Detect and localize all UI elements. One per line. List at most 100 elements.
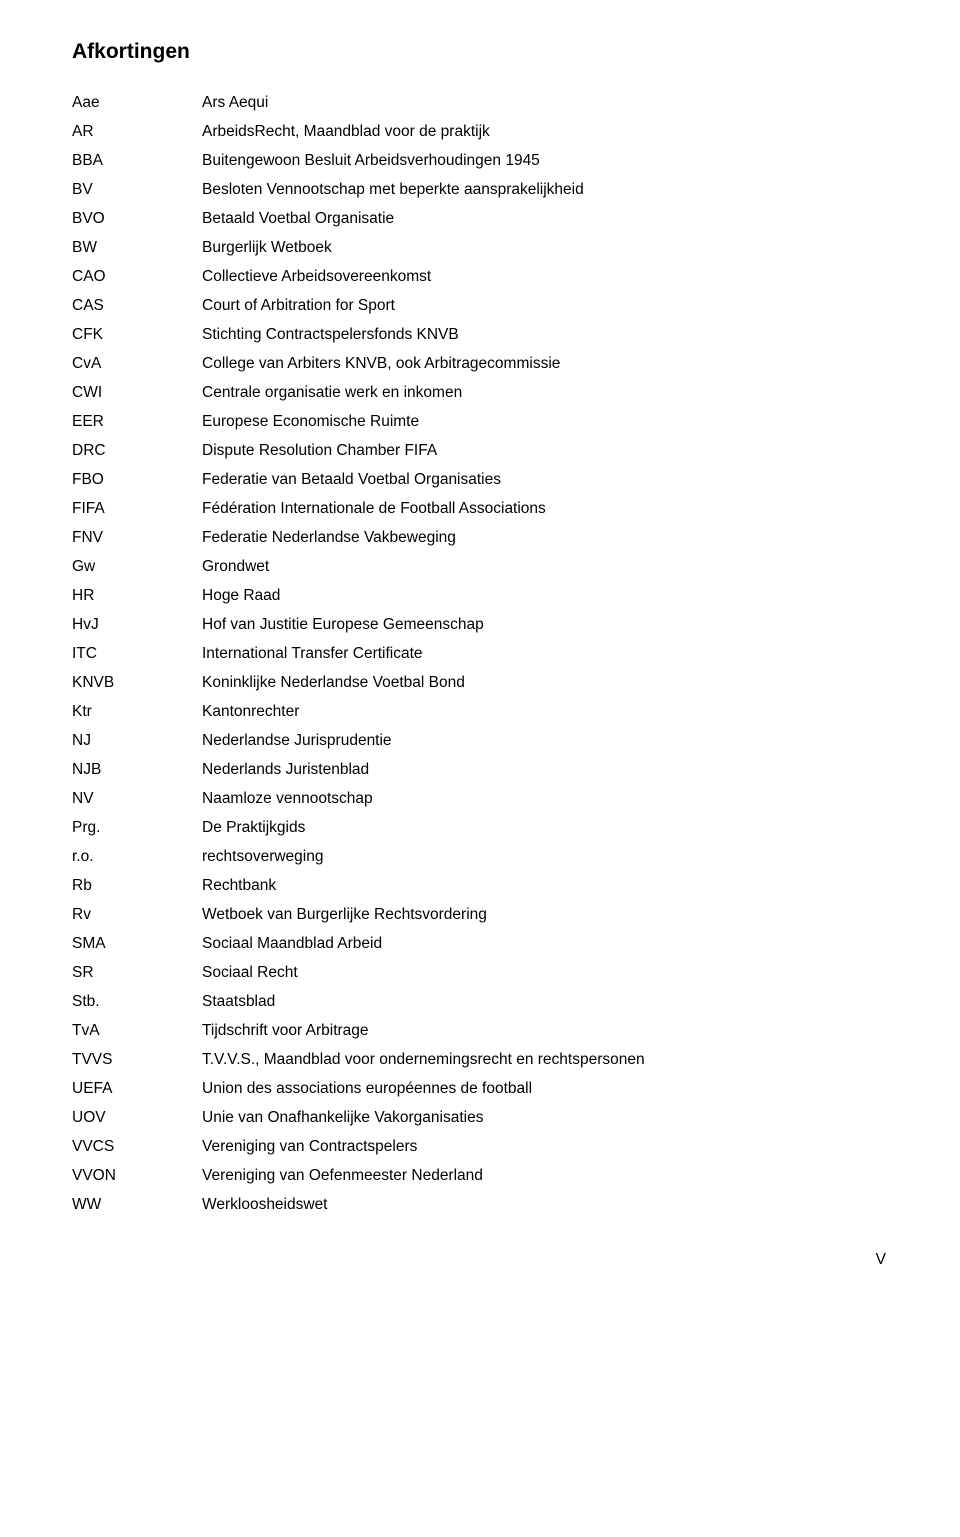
abbreviation: UEFA [72, 1074, 202, 1103]
table-row: AaeArs Aequi [72, 88, 888, 117]
abbreviation: r.o. [72, 842, 202, 871]
definition: Buitengewoon Besluit Arbeidsverhoudingen… [202, 146, 888, 175]
abbreviation: HvJ [72, 610, 202, 639]
definition: Vereniging van Contractspelers [202, 1132, 888, 1161]
abbreviation: CAS [72, 291, 202, 320]
table-row: Prg.De Praktijkgids [72, 813, 888, 842]
definition: Burgerlijk Wetboek [202, 233, 888, 262]
abbreviation: CvA [72, 349, 202, 378]
abbreviation: ITC [72, 639, 202, 668]
definition: rechtsoverweging [202, 842, 888, 871]
table-row: NJNederlandse Jurisprudentie [72, 726, 888, 755]
abbreviations-table: AaeArs AequiARArbeidsRecht, Maandblad vo… [72, 88, 888, 1219]
table-row: NJBNederlands Juristenblad [72, 755, 888, 784]
table-row: BVOBetaald Voetbal Organisatie [72, 204, 888, 233]
abbreviation: NV [72, 784, 202, 813]
table-row: r.o.rechtsoverweging [72, 842, 888, 871]
definition: Nederlands Juristenblad [202, 755, 888, 784]
abbreviation: FNV [72, 523, 202, 552]
abbreviation: CFK [72, 320, 202, 349]
table-row: ARArbeidsRecht, Maandblad voor de prakti… [72, 117, 888, 146]
table-row: TvATijdschrift voor Arbitrage [72, 1016, 888, 1045]
table-row: SRSociaal Recht [72, 958, 888, 987]
table-row: KtrKantonrechter [72, 697, 888, 726]
table-row: BBABuitengewoon Besluit Arbeidsverhoudin… [72, 146, 888, 175]
abbreviation: BVO [72, 204, 202, 233]
table-row: FNVFederatie Nederlandse Vakbeweging [72, 523, 888, 552]
table-row: RbRechtbank [72, 871, 888, 900]
table-row: UEFAUnion des associations européennes d… [72, 1074, 888, 1103]
definition: Betaald Voetbal Organisatie [202, 204, 888, 233]
table-row: EEREuropese Economische Ruimte [72, 407, 888, 436]
definition: Centrale organisatie werk en inkomen [202, 378, 888, 407]
definition: Sociaal Recht [202, 958, 888, 987]
definition: ArbeidsRecht, Maandblad voor de praktijk [202, 117, 888, 146]
definition: Kantonrechter [202, 697, 888, 726]
definition: Koninklijke Nederlandse Voetbal Bond [202, 668, 888, 697]
abbreviation: DRC [72, 436, 202, 465]
table-row: GwGrondwet [72, 552, 888, 581]
abbreviation: VVCS [72, 1132, 202, 1161]
abbreviation: HR [72, 581, 202, 610]
definition: Staatsblad [202, 987, 888, 1016]
definition: Besloten Vennootschap met beperkte aansp… [202, 175, 888, 204]
abbreviation: WW [72, 1190, 202, 1219]
table-row: FBOFederatie van Betaald Voetbal Organis… [72, 465, 888, 494]
definition: Nederlandse Jurisprudentie [202, 726, 888, 755]
table-row: KNVBKoninklijke Nederlandse Voetbal Bond [72, 668, 888, 697]
table-row: CAOCollectieve Arbeidsovereenkomst [72, 262, 888, 291]
definition: College van Arbiters KNVB, ook Arbitrage… [202, 349, 888, 378]
definition: Sociaal Maandblad Arbeid [202, 929, 888, 958]
abbreviation: NJ [72, 726, 202, 755]
table-row: BVBesloten Vennootschap met beperkte aan… [72, 175, 888, 204]
definition: Wetboek van Burgerlijke Rechtsvordering [202, 900, 888, 929]
definition: Vereniging van Oefenmeester Nederland [202, 1161, 888, 1190]
definition: Union des associations européennes de fo… [202, 1074, 888, 1103]
abbreviation: UOV [72, 1103, 202, 1132]
table-row: UOVUnie van Onafhankelijke Vakorganisati… [72, 1103, 888, 1132]
abbreviation: TvA [72, 1016, 202, 1045]
definition: International Transfer Certificate [202, 639, 888, 668]
abbreviation: Prg. [72, 813, 202, 842]
definition: Werkloosheidswet [202, 1190, 888, 1219]
definition: Collectieve Arbeidsovereenkomst [202, 262, 888, 291]
definition: T.V.V.S., Maandblad voor ondernemingsrec… [202, 1045, 888, 1074]
definition: Hof van Justitie Europese Gemeenschap [202, 610, 888, 639]
abbreviation: CAO [72, 262, 202, 291]
abbreviation: BW [72, 233, 202, 262]
table-row: FIFAFédération Internationale de Footbal… [72, 494, 888, 523]
table-row: SMASociaal Maandblad Arbeid [72, 929, 888, 958]
page-number: V [72, 1251, 888, 1269]
abbreviation: Gw [72, 552, 202, 581]
definition: Unie van Onafhankelijke Vakorganisaties [202, 1103, 888, 1132]
abbreviation: Stb. [72, 987, 202, 1016]
definition: Tijdschrift voor Arbitrage [202, 1016, 888, 1045]
abbreviation: VVON [72, 1161, 202, 1190]
abbreviation: FIFA [72, 494, 202, 523]
abbreviation: Rb [72, 871, 202, 900]
page-heading: Afkortingen [72, 40, 888, 64]
table-row: BWBurgerlijk Wetboek [72, 233, 888, 262]
abbreviation: SR [72, 958, 202, 987]
definition: Stichting Contractspelersfonds KNVB [202, 320, 888, 349]
definition: Federatie van Betaald Voetbal Organisati… [202, 465, 888, 494]
abbreviation: Rv [72, 900, 202, 929]
table-row: WWWerkloosheidswet [72, 1190, 888, 1219]
table-row: CASCourt of Arbitration for Sport [72, 291, 888, 320]
abbreviation: Ktr [72, 697, 202, 726]
table-row: CvACollege van Arbiters KNVB, ook Arbitr… [72, 349, 888, 378]
definition: Hoge Raad [202, 581, 888, 610]
abbreviation: NJB [72, 755, 202, 784]
abbreviation: CWI [72, 378, 202, 407]
definition: Fédération Internationale de Football As… [202, 494, 888, 523]
abbreviation: TVVS [72, 1045, 202, 1074]
abbreviation: EER [72, 407, 202, 436]
abbreviation: SMA [72, 929, 202, 958]
abbreviation: BBA [72, 146, 202, 175]
definition: Grondwet [202, 552, 888, 581]
table-row: TVVST.V.V.S., Maandblad voor onderneming… [72, 1045, 888, 1074]
definition: Ars Aequi [202, 88, 888, 117]
table-row: VVCSVereniging van Contractspelers [72, 1132, 888, 1161]
definition: De Praktijkgids [202, 813, 888, 842]
definition: Europese Economische Ruimte [202, 407, 888, 436]
